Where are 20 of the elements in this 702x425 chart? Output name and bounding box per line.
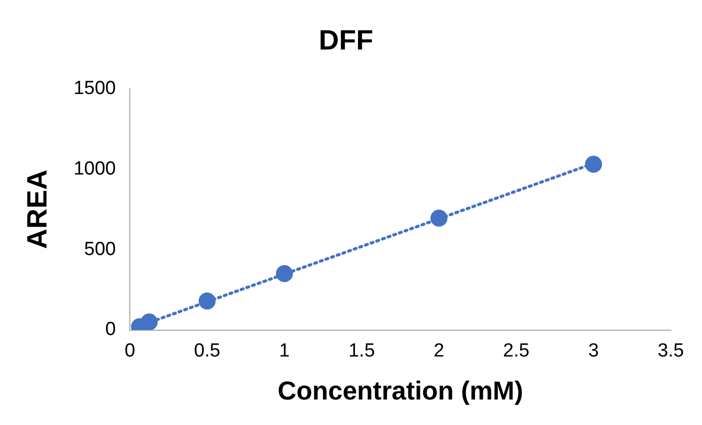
x-tick-label: 2.5 (503, 340, 530, 362)
point (430, 210, 448, 227)
x-tick-label: 0 (124, 340, 136, 362)
y-axis-title: AREA (22, 170, 53, 249)
x-tick-label: 0.5 (194, 340, 220, 362)
x-tick-label: 1.5 (348, 340, 375, 362)
chart-title: DFF (318, 24, 374, 56)
y-tick-label: 500 (84, 238, 116, 260)
x-tick-label: 1 (279, 340, 290, 362)
y-tick-label: 0 (105, 319, 116, 340)
y-tick-label: 1000 (74, 158, 116, 180)
point (198, 292, 216, 310)
x-axis-title: Concentration (mM) (278, 376, 524, 406)
y-tick-label: 1500 (74, 78, 116, 99)
x-tick-label: 3.5 (658, 340, 684, 362)
point (585, 156, 602, 173)
x-tick-label: 3 (588, 340, 599, 362)
point (276, 265, 293, 282)
point (140, 313, 158, 330)
x-tick-label: 2 (434, 340, 444, 362)
